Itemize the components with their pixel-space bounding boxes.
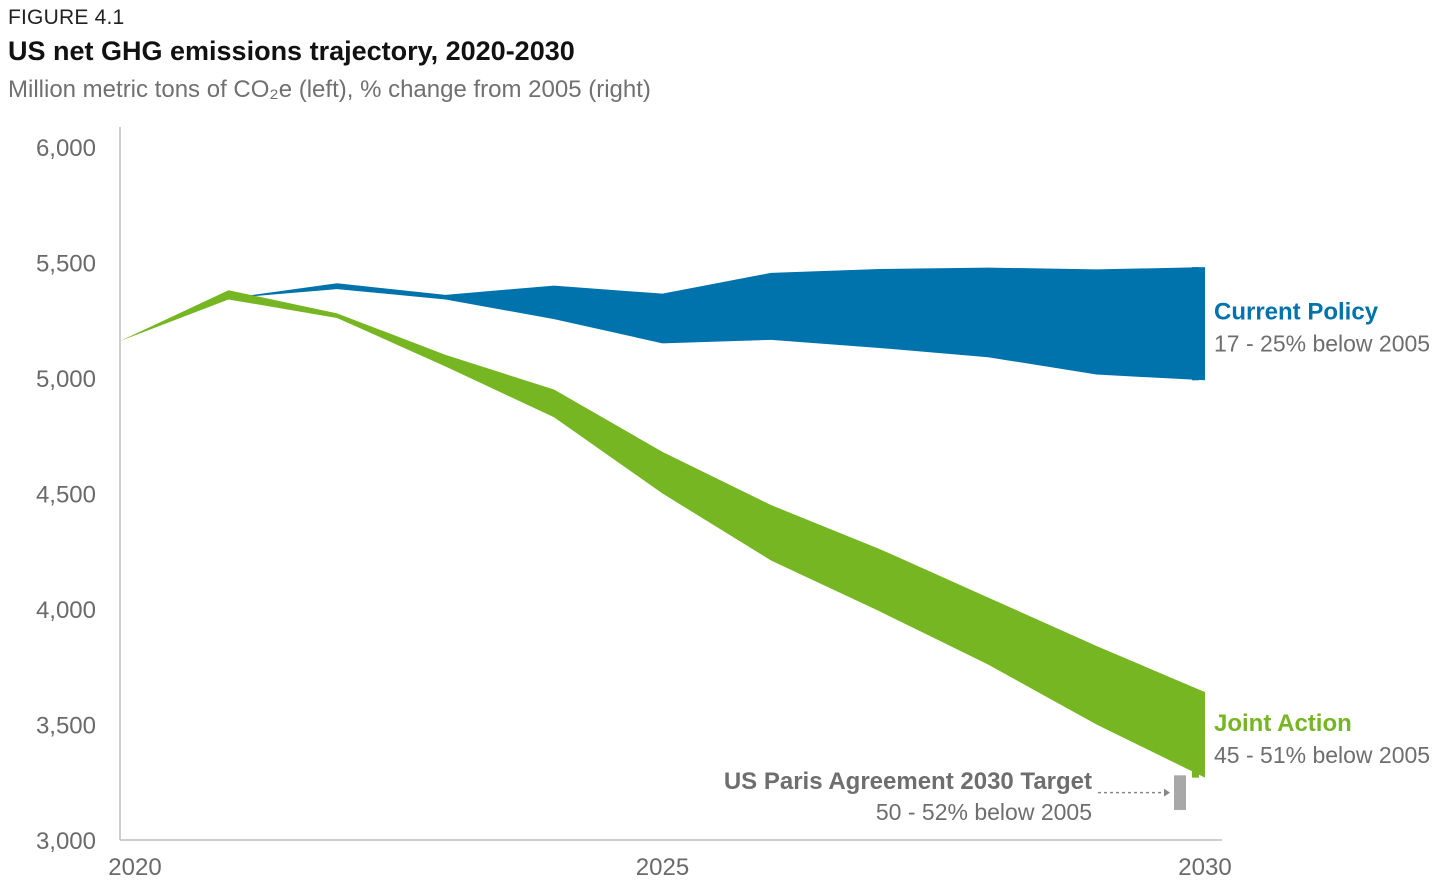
y-tick-label: 3,000: [36, 828, 96, 855]
current-policy-band: [228, 267, 1205, 381]
series-bands: [120, 267, 1205, 778]
paris-target-bar: [1174, 775, 1186, 810]
joint-action-label: Joint Action: [1214, 710, 1352, 737]
y-tick-label: 3,500: [36, 713, 96, 740]
y-tick-label: 4,000: [36, 597, 96, 624]
paris-target-label: US Paris Agreement 2030 Target: [724, 768, 1092, 795]
y-tick-label: 5,000: [36, 366, 96, 393]
figure-label: FIGURE 4.1: [8, 6, 125, 29]
current-policy-range-bar: [1192, 267, 1199, 381]
x-tick-label: 2025: [636, 854, 689, 881]
current-policy-label: Current Policy: [1214, 299, 1379, 326]
y-tick-label: 4,500: [36, 482, 96, 509]
joint-action-range-bar: [1192, 692, 1199, 778]
y-axis-ticks: 6,000 5,500 5,000 4,500 4,000 3,500 3,000: [36, 135, 96, 855]
y-tick-label: 6,000: [36, 135, 96, 162]
chart-subtitle: Million metric tons of CO₂e (left), % ch…: [8, 76, 651, 103]
joint-action-range-text: 45 - 51% below 2005: [1214, 742, 1430, 768]
joint-action-band: [228, 290, 1205, 778]
x-tick-label: 2020: [108, 854, 161, 881]
current-policy-range-text: 17 - 25% below 2005: [1214, 331, 1430, 357]
x-axis-ticks: 2020 2025 2030: [108, 854, 1231, 881]
series-labels: Current Policy 17 - 25% below 2005 Joint A…: [724, 267, 1430, 825]
y-tick-label: 5,500: [36, 251, 96, 278]
historical-emissions: [120, 290, 229, 342]
paris-target-range-text: 50 - 52% below 2005: [876, 799, 1092, 825]
x-tick-label: 2030: [1178, 854, 1231, 881]
paris-target-arrowhead: [1164, 788, 1170, 797]
chart-title: US net GHG emissions trajectory, 2020-20…: [8, 36, 575, 66]
